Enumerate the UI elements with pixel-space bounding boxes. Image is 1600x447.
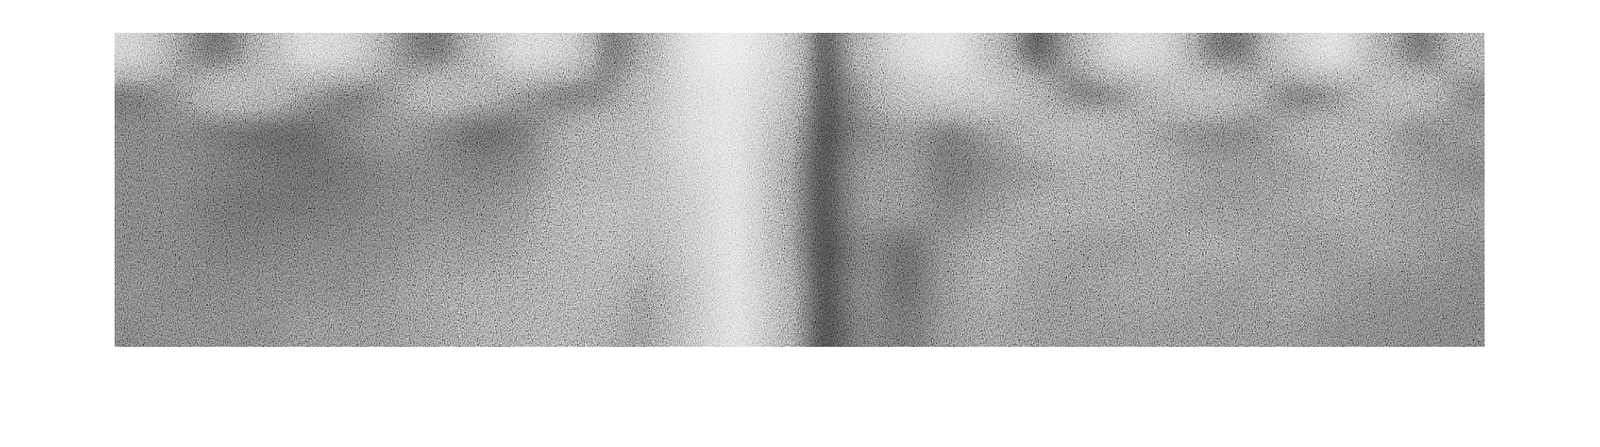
grain-texture	[114, 32, 1485, 348]
cells	[114, 32, 1485, 348]
figure	[0, 0, 1600, 447]
plot-area	[114, 32, 1485, 348]
